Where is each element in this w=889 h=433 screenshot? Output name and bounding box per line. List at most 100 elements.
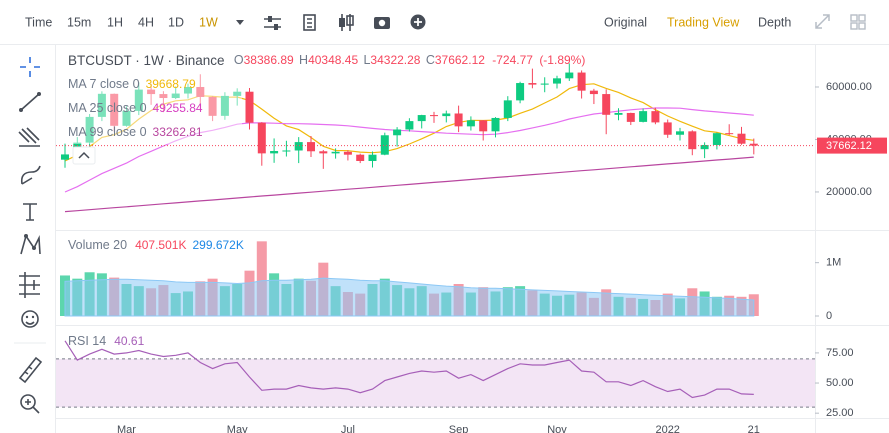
- ma-legend: MA 99 close 0 33262.81: [68, 125, 203, 139]
- add-icon[interactable]: [410, 14, 426, 30]
- dropdown-icon[interactable]: [236, 20, 244, 25]
- candle-body: [700, 144, 709, 150]
- x-tick-label: 2022: [655, 424, 679, 433]
- rsi-legend: RSI 14 40.61: [68, 334, 145, 348]
- candle-body: [565, 72, 574, 79]
- candle-body: [380, 135, 389, 155]
- rsi-band: [56, 358, 815, 408]
- candle-body: [405, 121, 414, 130]
- candle-body: [343, 151, 352, 155]
- x-tick-label: Sep: [449, 424, 469, 433]
- x-tick-label: Jul: [341, 424, 355, 433]
- candle-body: [196, 86, 205, 97]
- candle-body: [245, 91, 254, 123]
- interval-button[interactable]: 1H: [107, 15, 123, 29]
- brush-tool[interactable]: [20, 165, 41, 185]
- close-value: 37662.12: [435, 53, 485, 67]
- candle-body: [61, 154, 69, 160]
- candle-body: [171, 93, 180, 99]
- candle-body: [454, 113, 463, 127]
- candle-body: [184, 86, 192, 94]
- candle-body: [257, 122, 266, 154]
- candle-body: [651, 111, 660, 123]
- candle-body: [639, 111, 648, 122]
- view-button-active[interactable]: Trading View: [667, 15, 740, 29]
- x-tick-label: Nov: [547, 424, 567, 433]
- x-tick-label: May: [227, 424, 248, 433]
- ruler-tool[interactable]: [18, 356, 43, 384]
- candle-body: [491, 117, 500, 132]
- emoji-tool[interactable]: [21, 310, 39, 328]
- candle-body: [368, 154, 377, 161]
- candle-body: [553, 78, 561, 84]
- ma-line: [64, 156, 754, 213]
- candle-body: [208, 96, 217, 116]
- x-tick-label: 21: [748, 424, 760, 433]
- ma-name: MA 25 close 0: [68, 101, 147, 115]
- ma-name: MA 99 close 0: [68, 125, 147, 139]
- text-tool[interactable]: [23, 203, 37, 221]
- ma-value: 49255.84: [153, 101, 203, 115]
- volume-value: 407.501K: [135, 238, 186, 252]
- candle-body: [528, 83, 537, 85]
- candle-body: [663, 122, 672, 135]
- last-price-box: [817, 137, 887, 154]
- y-tick-label: 0: [826, 310, 832, 322]
- candle-body: [307, 142, 315, 152]
- indicator-icon[interactable]: [303, 14, 316, 31]
- crosshair-tool[interactable]: [20, 57, 40, 77]
- candle-body: [134, 89, 143, 111]
- candle-body: [97, 93, 106, 117]
- change-percent: (-1.89%): [539, 53, 585, 67]
- screenshot-icon[interactable]: [374, 17, 390, 29]
- price-header: BTCUSDT · 1W · Binance O38386.89 H40348.…: [68, 53, 585, 68]
- layout-icon[interactable]: [850, 14, 866, 30]
- ma-value: 39668.79: [146, 77, 196, 91]
- interval-button[interactable]: 4H: [138, 15, 154, 29]
- candle-body: [688, 131, 697, 150]
- measure-tool[interactable]: [19, 272, 40, 298]
- candle-body: [725, 133, 734, 135]
- fib-tool[interactable]: [18, 127, 40, 147]
- zoom-tool[interactable]: [20, 394, 40, 414]
- view-button[interactable]: Depth: [758, 15, 791, 29]
- legend-backdrop: [62, 74, 242, 144]
- interval-button[interactable]: Time: [25, 15, 52, 29]
- chart-type-icon[interactable]: [339, 14, 354, 31]
- settings-icon[interactable]: [264, 16, 281, 30]
- view-button[interactable]: Original: [604, 15, 647, 29]
- ohlc-label: L: [363, 53, 370, 67]
- line-tool[interactable]: [19, 92, 41, 112]
- panes: 20000.0040000.0060000.0037662.12MarMayJu…: [56, 45, 889, 433]
- ma-name: MA 7 close 0: [68, 77, 140, 91]
- candle-body: [466, 120, 475, 127]
- candle-body: [356, 154, 365, 161]
- volume-legend: Volume 20 407.501K 299.672K: [68, 238, 244, 252]
- candle-body: [294, 142, 303, 151]
- rsi-value: 40.61: [114, 334, 144, 348]
- candle-body: [417, 115, 426, 122]
- interval-button-active[interactable]: 1W: [199, 15, 218, 29]
- y-tick-label: 50.00: [826, 377, 854, 389]
- y-tick-label: 20000.00: [826, 186, 872, 198]
- candle-body: [430, 115, 438, 117]
- pattern-tool[interactable]: [20, 234, 41, 255]
- interval-button[interactable]: 15m: [67, 15, 91, 29]
- candle-body: [540, 83, 549, 85]
- candle-body: [479, 120, 488, 132]
- candle-body: [614, 112, 623, 115]
- candle-body: [220, 95, 229, 116]
- rsi-line: [64, 340, 754, 399]
- y-tick-label: 60000.00: [826, 81, 872, 93]
- low-value: 34322.28: [370, 53, 420, 67]
- ma-legend: MA 25 close 0 49255.84: [68, 101, 203, 115]
- candle-body: [626, 112, 635, 122]
- candle-body: [147, 89, 156, 95]
- y-tick-label: 1M: [826, 257, 841, 269]
- interval-button[interactable]: 1D: [168, 15, 184, 29]
- volume-ma-value: 299.672K: [192, 238, 243, 252]
- candle-body: [516, 83, 525, 101]
- ma-legend: MA 7 close 0 39668.79: [68, 77, 196, 91]
- fullscreen-icon[interactable]: [815, 14, 830, 29]
- collapse-legend-button[interactable]: [72, 146, 96, 165]
